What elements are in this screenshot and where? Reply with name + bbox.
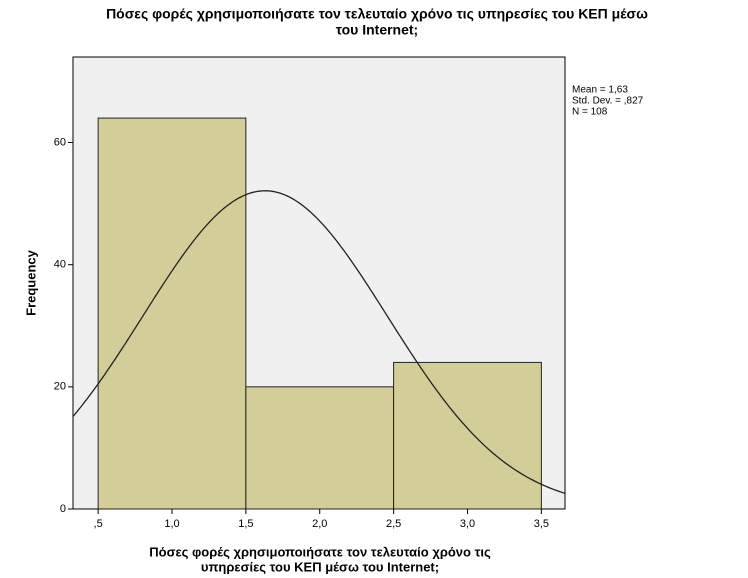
chart-title: Πόσες φορές χρησιμοποιήσατε τον τελευταί… bbox=[106, 6, 648, 22]
stat-label: Std. Dev. = ,827 bbox=[572, 96, 644, 107]
x-tick-label: 2,0 bbox=[312, 518, 327, 530]
x-axis-label: Πόσες φορές χρησιμοποιήσατε τον τελευταί… bbox=[149, 544, 491, 559]
y-tick-label: 40 bbox=[54, 259, 66, 271]
y-axis-label: Frequency bbox=[23, 249, 38, 316]
x-tick-label: 1,5 bbox=[238, 518, 253, 530]
x-tick-label: 2,5 bbox=[386, 518, 401, 530]
y-tick-label: 20 bbox=[54, 381, 66, 393]
stat-label: N = 108 bbox=[572, 107, 608, 118]
chart-title: του Internet; bbox=[336, 22, 418, 38]
x-tick-label: 1,0 bbox=[164, 518, 179, 530]
x-axis-label: υπηρεσίες του ΚΕΠ μέσω του Internet; bbox=[201, 559, 439, 574]
x-tick-label: ,5 bbox=[94, 518, 103, 530]
normal-curve bbox=[72, 190, 566, 494]
y-tick-label: 0 bbox=[60, 503, 66, 515]
bar bbox=[245, 386, 395, 510]
x-tick-label: 3,5 bbox=[534, 518, 549, 530]
x-tick-label: 3,0 bbox=[460, 518, 475, 530]
bar bbox=[393, 361, 542, 510]
y-tick-label: 60 bbox=[54, 136, 66, 148]
stat-label: Mean = 1,63 bbox=[572, 85, 628, 96]
bar bbox=[97, 117, 247, 510]
